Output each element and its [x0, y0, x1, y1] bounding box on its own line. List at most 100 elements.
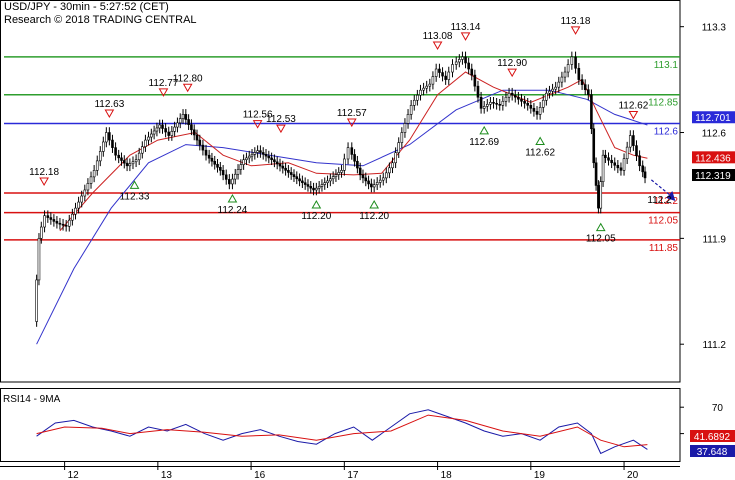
- top-label: 112.90: [497, 58, 527, 69]
- top-marker: [432, 41, 443, 50]
- candle-body: [204, 149, 208, 156]
- rsi-tag: [690, 430, 735, 442]
- candle-body: [224, 174, 228, 180]
- candle-body: [444, 75, 447, 80]
- candle-body: [587, 89, 590, 96]
- candle-body: [346, 147, 350, 160]
- candle-body: [158, 124, 162, 129]
- top-label: 112.53: [266, 114, 296, 125]
- bottom-label: 112.69: [469, 137, 499, 148]
- candle-body: [507, 92, 511, 98]
- level-label: 112.85: [648, 98, 678, 109]
- fast-moving-average-line: [59, 71, 648, 232]
- candle-body: [454, 61, 458, 65]
- candle-body: [451, 64, 454, 73]
- top-marker: [507, 68, 518, 78]
- candle-body: [557, 81, 561, 88]
- candle-body: [367, 180, 370, 185]
- candle-body: [247, 155, 251, 159]
- candle-body: [334, 174, 338, 177]
- level-label: 111.85: [649, 243, 679, 254]
- bottom-label: 112.05: [586, 234, 616, 245]
- candle-body: [388, 167, 391, 174]
- candle-body: [574, 56, 577, 69]
- candle-body: [111, 139, 114, 148]
- candle-body: [625, 146, 629, 160]
- candle-body: [150, 133, 153, 138]
- candle-body: [256, 150, 259, 153]
- candle-body: [495, 102, 498, 105]
- candle-body: [513, 94, 517, 98]
- candle-body: [482, 106, 486, 109]
- candle-body: [281, 165, 285, 169]
- top-label: 113.08: [423, 31, 453, 42]
- candle-body: [517, 96, 520, 100]
- rsi-tick-label: 70: [712, 403, 724, 414]
- bottom-label: 112.20: [359, 211, 389, 222]
- candle-body: [117, 154, 120, 159]
- candle-body: [372, 184, 376, 188]
- level-label: 112.05: [648, 216, 678, 227]
- top-marker: [252, 120, 263, 129]
- candle-body: [560, 76, 564, 83]
- candle-body: [216, 163, 219, 168]
- candle-body: [207, 154, 211, 159]
- top-marker: [39, 177, 49, 187]
- candle-body: [74, 207, 77, 215]
- candle-body: [80, 195, 84, 203]
- candle-body: [409, 105, 413, 115]
- candle-body: [219, 166, 222, 171]
- candle-body: [264, 153, 268, 157]
- candle-body: [570, 56, 574, 65]
- top-marker: [570, 26, 581, 35]
- candle-body: [535, 111, 539, 115]
- candle-body: [406, 114, 410, 124]
- candle-body: [545, 92, 548, 101]
- x-tick-label: 12: [68, 470, 80, 480]
- candle-body: [361, 174, 365, 179]
- top-marker: [182, 83, 193, 93]
- candle-body: [43, 215, 46, 228]
- candle-body: [473, 74, 477, 87]
- top-marker: [158, 88, 169, 97]
- top-label: 112.18: [29, 167, 59, 178]
- candle-body: [428, 83, 432, 87]
- top-marker: [276, 124, 286, 134]
- candle-body: [261, 152, 265, 155]
- candle-body: [438, 68, 441, 73]
- candle-body: [37, 238, 41, 281]
- candle-body: [315, 187, 318, 191]
- candle-body: [422, 87, 425, 91]
- candle-body: [67, 219, 71, 227]
- rsi-panel-frame: [0, 388, 681, 462]
- candle-body: [548, 90, 551, 94]
- candle-body: [228, 179, 231, 185]
- candle-body: [312, 187, 315, 191]
- x-tick-label: 17: [347, 470, 359, 480]
- candle-body: [597, 185, 600, 209]
- candle-body: [343, 158, 346, 171]
- top-label: 113.14: [451, 22, 481, 33]
- projection-arrow-head: [666, 191, 676, 201]
- level-label: 112.2: [654, 196, 679, 207]
- rsi-tag: [690, 445, 735, 457]
- candle-body: [190, 124, 193, 131]
- candle-body: [236, 169, 240, 175]
- top-marker: [628, 110, 639, 120]
- candle-body: [329, 178, 332, 182]
- candle-body: [529, 105, 533, 109]
- candle-body: [378, 179, 382, 183]
- candle-body: [643, 171, 647, 179]
- chart-title: USD/JPY - 30min - 5:27:52 (CET): [4, 1, 169, 13]
- top-label: 112.77: [149, 78, 179, 89]
- candle-body: [350, 147, 354, 155]
- candle-body: [599, 181, 603, 209]
- y-tick-label: 111.2: [702, 340, 726, 351]
- candle-body: [501, 100, 505, 106]
- rsi-tag-label: 41.6892: [694, 432, 731, 443]
- candle-body: [364, 177, 368, 182]
- candle-body: [353, 154, 356, 162]
- candle-body: [489, 101, 492, 105]
- bottom-label: 112.33: [120, 191, 150, 202]
- price-candles: [35, 51, 647, 327]
